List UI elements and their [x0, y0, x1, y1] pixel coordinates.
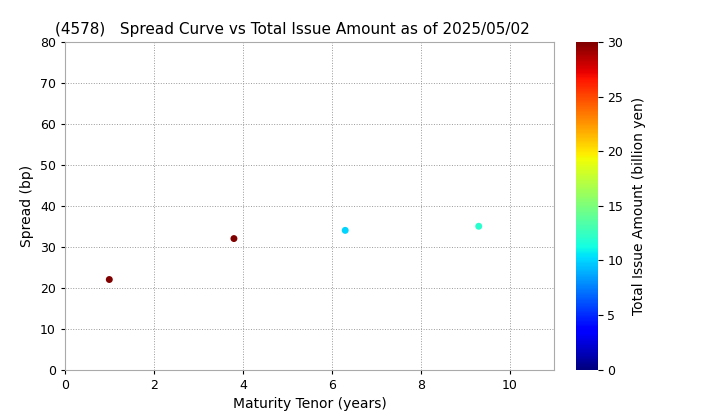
Y-axis label: Total Issue Amount (billion yen): Total Issue Amount (billion yen) — [631, 97, 646, 315]
Y-axis label: Spread (bp): Spread (bp) — [20, 165, 35, 247]
Point — [104, 276, 115, 283]
Point — [473, 223, 485, 230]
Text: (4578)   Spread Curve vs Total Issue Amount as of 2025/05/02: (4578) Spread Curve vs Total Issue Amoun… — [55, 22, 530, 37]
Point — [228, 235, 240, 242]
Point — [339, 227, 351, 234]
X-axis label: Maturity Tenor (years): Maturity Tenor (years) — [233, 397, 387, 411]
